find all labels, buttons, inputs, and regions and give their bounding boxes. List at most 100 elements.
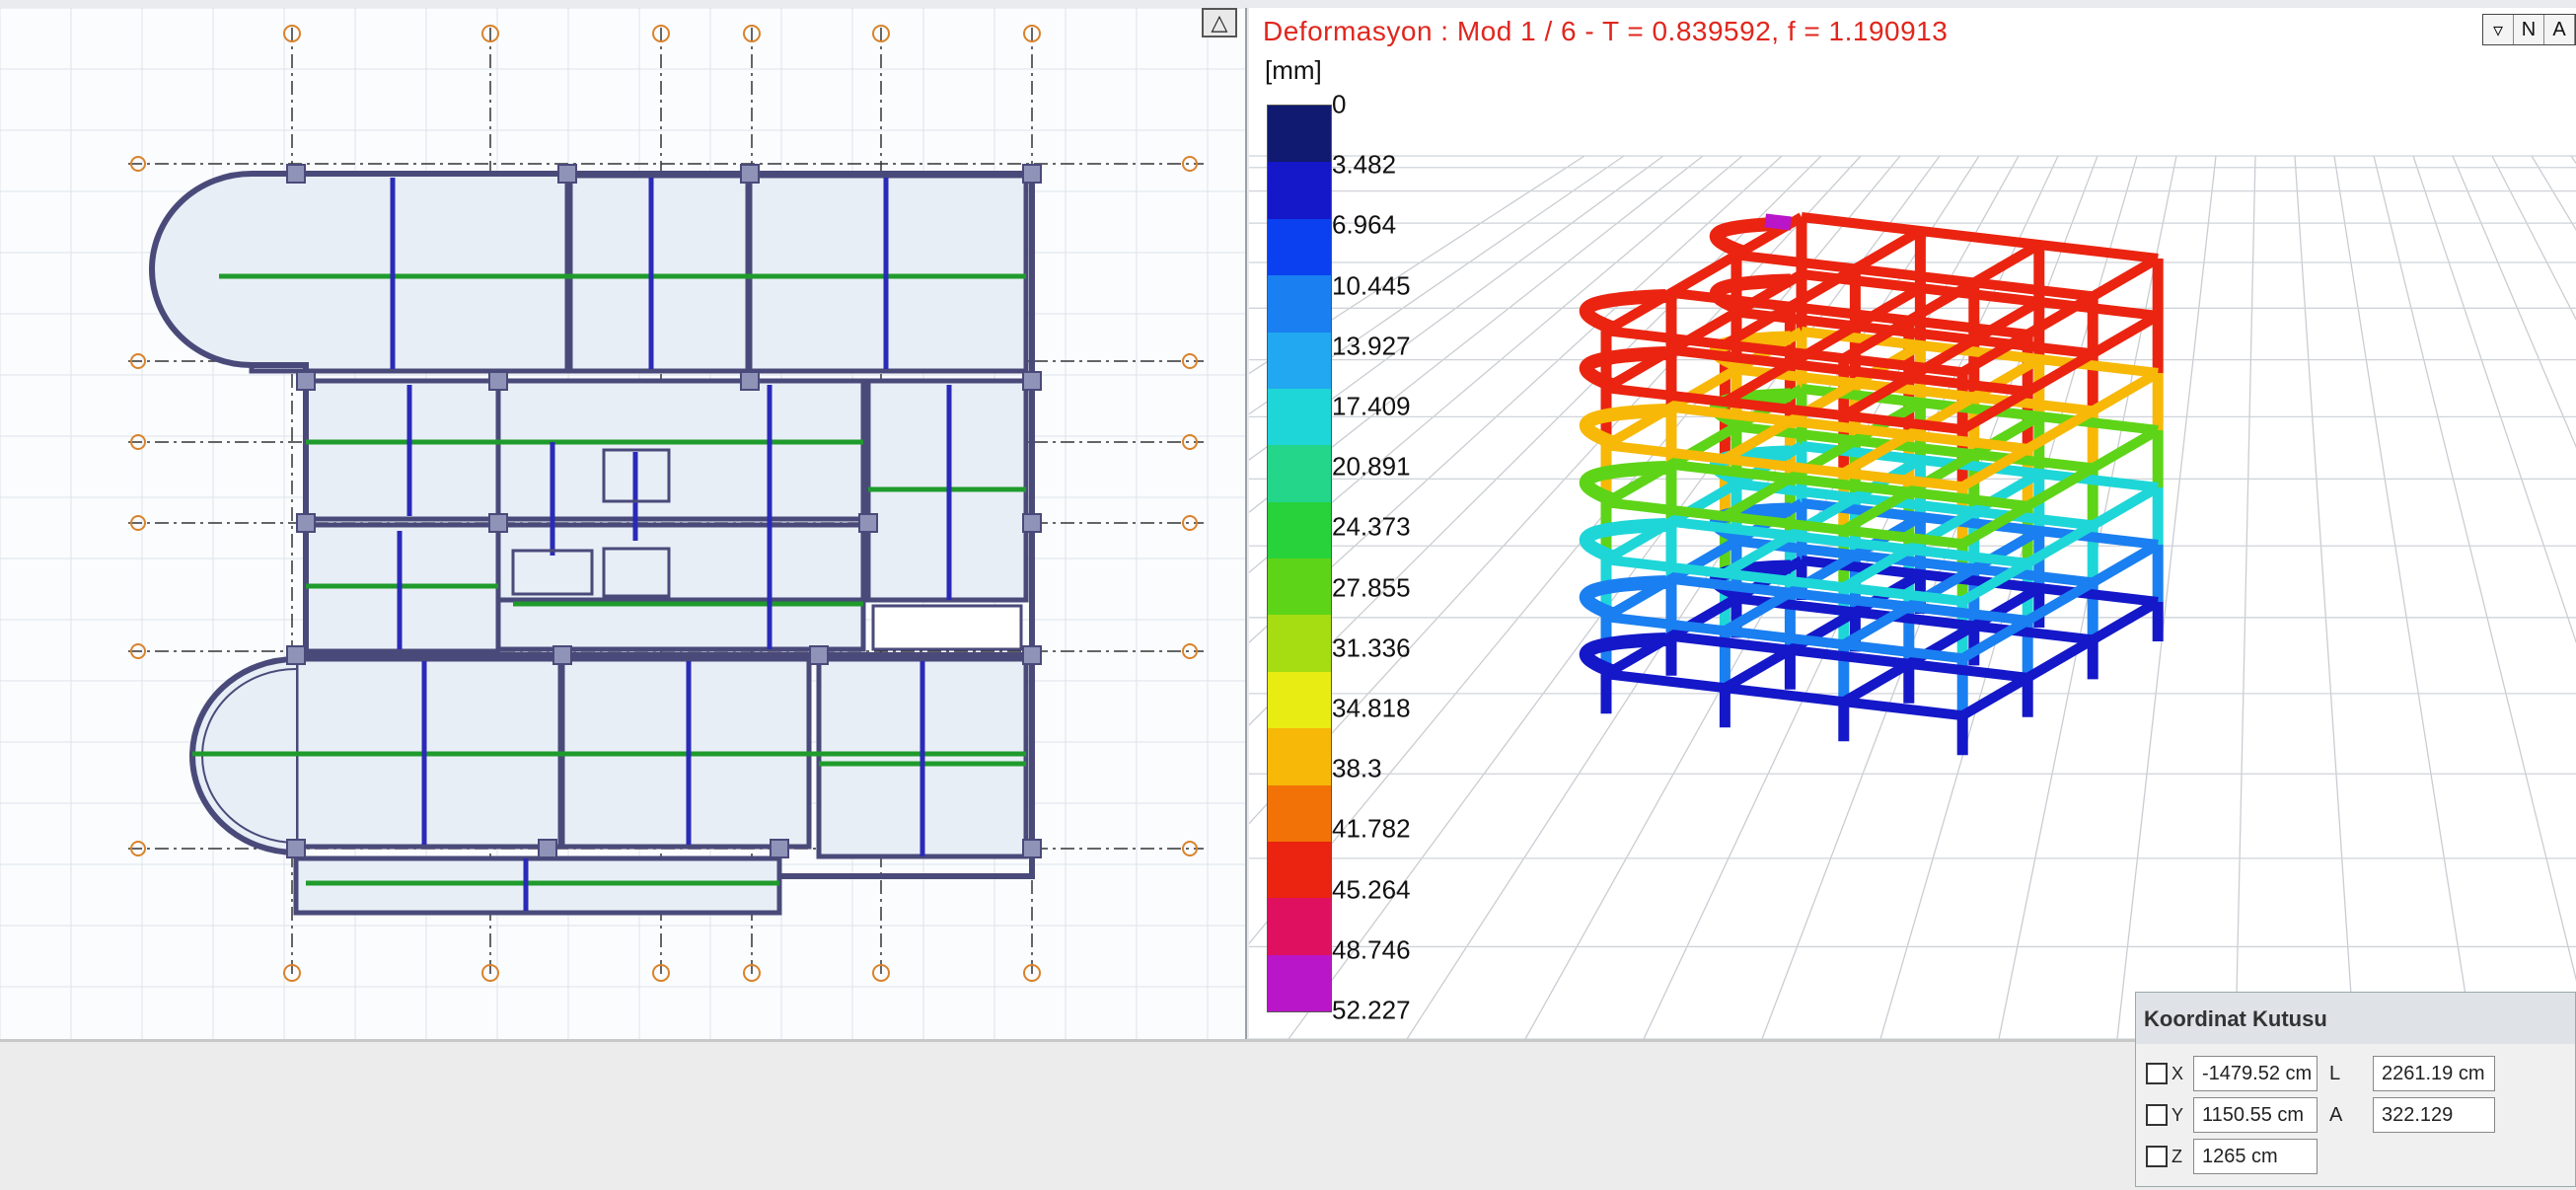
ground-grid-line — [2571, 156, 2576, 1039]
legend-value: 27.855 — [1332, 572, 1411, 603]
frequency-value: 1.190913 — [1829, 16, 1949, 46]
column — [741, 372, 759, 390]
length-label: L — [2318, 1063, 2373, 1085]
ground-grid-line — [2532, 156, 2576, 1039]
legend-swatch — [1268, 219, 1331, 275]
column — [489, 514, 507, 532]
x-lock-checkbox[interactable] — [2146, 1063, 2168, 1084]
ground-grid-line — [2413, 156, 2576, 1039]
column — [771, 840, 788, 857]
column — [287, 840, 305, 857]
period-label: - T = — [1577, 16, 1652, 46]
legend-swatch — [1268, 785, 1331, 842]
coord-row-y: Y 1150.55 cm A 322.129 — [2146, 1097, 2495, 1133]
legend-swatch — [1268, 389, 1331, 445]
legend-value: 10.445 — [1332, 270, 1411, 301]
legend-value: 48.746 — [1332, 934, 1411, 965]
ground-grid-line — [2492, 156, 2576, 1039]
column — [297, 514, 315, 532]
room-slab — [252, 174, 567, 371]
column — [859, 514, 877, 532]
legend-value: 31.336 — [1332, 632, 1411, 663]
legend-swatch — [1268, 162, 1331, 218]
legend-value: 45.264 — [1332, 874, 1411, 905]
frequency-label: , f = — [1771, 16, 1828, 46]
curved-bay — [152, 174, 296, 365]
z-lock-checkbox[interactable] — [2146, 1146, 2168, 1167]
column — [1023, 372, 1041, 390]
legend-swatch — [1268, 106, 1331, 162]
column — [741, 165, 759, 183]
room-slab — [306, 381, 498, 519]
shaft-opening — [873, 606, 1021, 649]
column — [287, 165, 305, 183]
floor-plan-drawing[interactable] — [0, 8, 1245, 1039]
y-lock-checkbox[interactable] — [2146, 1104, 2168, 1126]
legend-value: 20.891 — [1332, 452, 1411, 483]
legend-value: 6.964 — [1332, 210, 1396, 241]
angle-label: A — [2318, 1104, 2373, 1127]
legend-swatch — [1268, 898, 1331, 954]
caret-up-icon[interactable]: △ — [1202, 8, 1237, 37]
filter-icon[interactable]: ▿ — [2483, 15, 2514, 44]
room-slab — [498, 600, 863, 649]
legend-value: 3.482 — [1332, 150, 1396, 181]
ground-grid-line — [2295, 156, 2354, 1039]
column — [297, 372, 315, 390]
legend-swatch — [1268, 275, 1331, 332]
column — [558, 165, 576, 183]
coordinate-box-panel: Koordinat Kutusu X -1479.52 cm L 2261.19… — [2135, 992, 2576, 1187]
column — [1023, 840, 1041, 857]
legend-swatch — [1268, 728, 1331, 784]
column — [489, 372, 507, 390]
legend-value: 34.818 — [1332, 694, 1411, 724]
mode-title: Deformasyon : Mod 1 / 6 - T = 0.839592, … — [1263, 16, 1948, 47]
ground-grid-line — [2453, 156, 2576, 1039]
legend-swatch — [1268, 672, 1331, 728]
ground-grid-line — [2236, 156, 2255, 1039]
legend-value: 13.927 — [1332, 331, 1411, 361]
coord-row-z: Z 1265 cm — [2146, 1139, 2318, 1174]
x-coordinate-field[interactable]: -1479.52 cm — [2193, 1056, 2318, 1091]
legend-swatch — [1268, 445, 1331, 501]
column — [810, 646, 828, 664]
title-prefix: Deformasyon : Mod — [1263, 16, 1520, 46]
north-tool-button[interactable]: N — [2514, 15, 2544, 44]
plan-view-panel[interactable] — [0, 8, 1247, 1039]
column — [1023, 646, 1041, 664]
legend-value: 41.782 — [1332, 814, 1411, 845]
building-3d-model[interactable] — [1249, 8, 2576, 1039]
legend-value: 38.3 — [1332, 754, 1382, 784]
ground-grid-line — [2334, 156, 2472, 1039]
column — [539, 840, 556, 857]
legend-swatch — [1268, 955, 1331, 1011]
legend-swatch — [1268, 502, 1331, 558]
legend-value: 17.409 — [1332, 392, 1411, 422]
period-value: 0.839592 — [1652, 16, 1771, 46]
collapse-glyph: △ — [1212, 10, 1228, 36]
y-coordinate-field[interactable]: 1150.55 cm — [2193, 1097, 2318, 1133]
legend-value: 0 — [1332, 90, 1346, 120]
coord-row-x: X -1479.52 cm L 2261.19 cm — [2146, 1056, 2495, 1091]
z-coordinate-field[interactable]: 1265 cm — [2193, 1139, 2318, 1174]
unit-label: [mm] — [1265, 55, 1322, 86]
color-legend-bar — [1267, 105, 1332, 1012]
mode-number: 1 / 6 — [1520, 16, 1577, 46]
length-field[interactable]: 2261.19 cm — [2373, 1056, 2495, 1091]
column — [1023, 514, 1041, 532]
x-axis-label: X — [2171, 1064, 2193, 1084]
z-axis-label: Z — [2171, 1147, 2193, 1167]
column — [553, 646, 571, 664]
view-toolbar: ▿ N A — [2482, 14, 2576, 45]
y-axis-label: Y — [2171, 1105, 2193, 1126]
axis-tool-button[interactable]: A — [2544, 15, 2575, 44]
room-slab — [570, 176, 748, 371]
column — [287, 646, 305, 664]
legend-value: 52.227 — [1332, 996, 1411, 1026]
angle-field[interactable]: 322.129 — [2373, 1097, 2495, 1133]
legend-value: 24.373 — [1332, 512, 1411, 543]
coordinate-box-title: Koordinat Kutusu — [2136, 993, 2575, 1044]
legend-swatch — [1268, 615, 1331, 671]
frame-beam — [1765, 220, 1791, 223]
deformation-3d-view[interactable]: Deformasyon : Mod 1 / 6 - T = 0.839592, … — [1249, 8, 2576, 1039]
